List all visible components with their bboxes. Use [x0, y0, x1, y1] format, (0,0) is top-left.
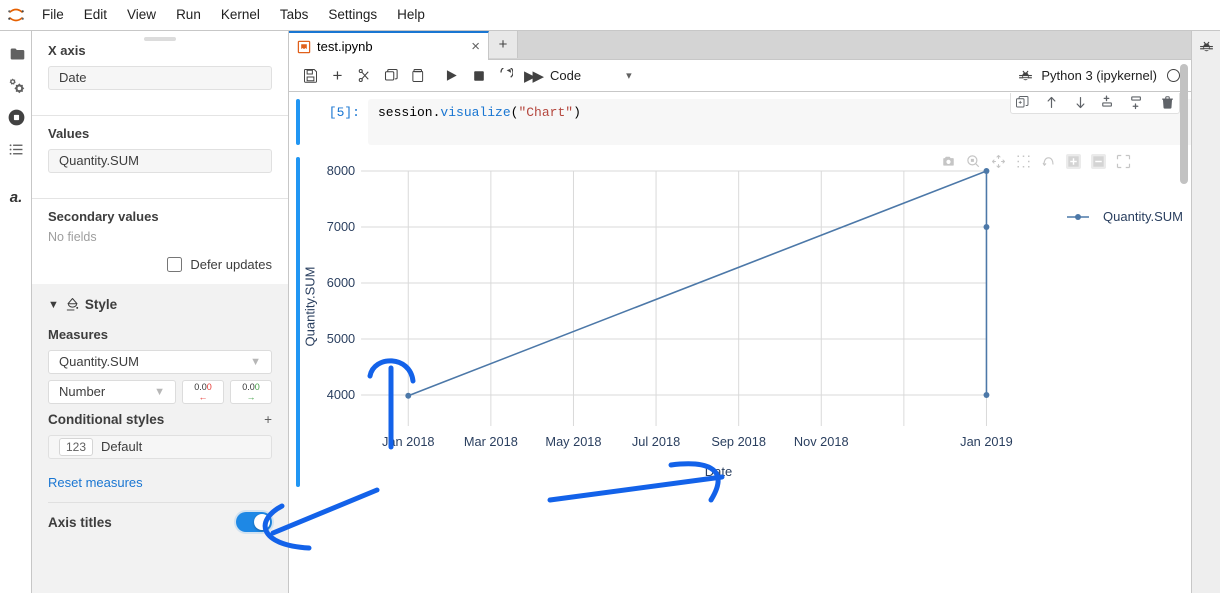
svg-text:Mar 2018: Mar 2018: [464, 434, 518, 449]
svg-text:Nov 2018: Nov 2018: [794, 434, 849, 449]
svg-text:5000: 5000: [327, 331, 355, 346]
svg-text:Jul 2018: Jul 2018: [632, 434, 680, 449]
svg-text:8000: 8000: [327, 163, 355, 178]
svg-text:7000: 7000: [327, 219, 355, 234]
svg-text:May 2018: May 2018: [545, 434, 601, 449]
svg-text:Jan 2018: Jan 2018: [382, 434, 435, 449]
svg-text:Jan 2019: Jan 2019: [960, 434, 1013, 449]
svg-text:4000: 4000: [327, 387, 355, 402]
svg-text:Sep 2018: Sep 2018: [711, 434, 766, 449]
svg-text:6000: 6000: [327, 275, 355, 290]
